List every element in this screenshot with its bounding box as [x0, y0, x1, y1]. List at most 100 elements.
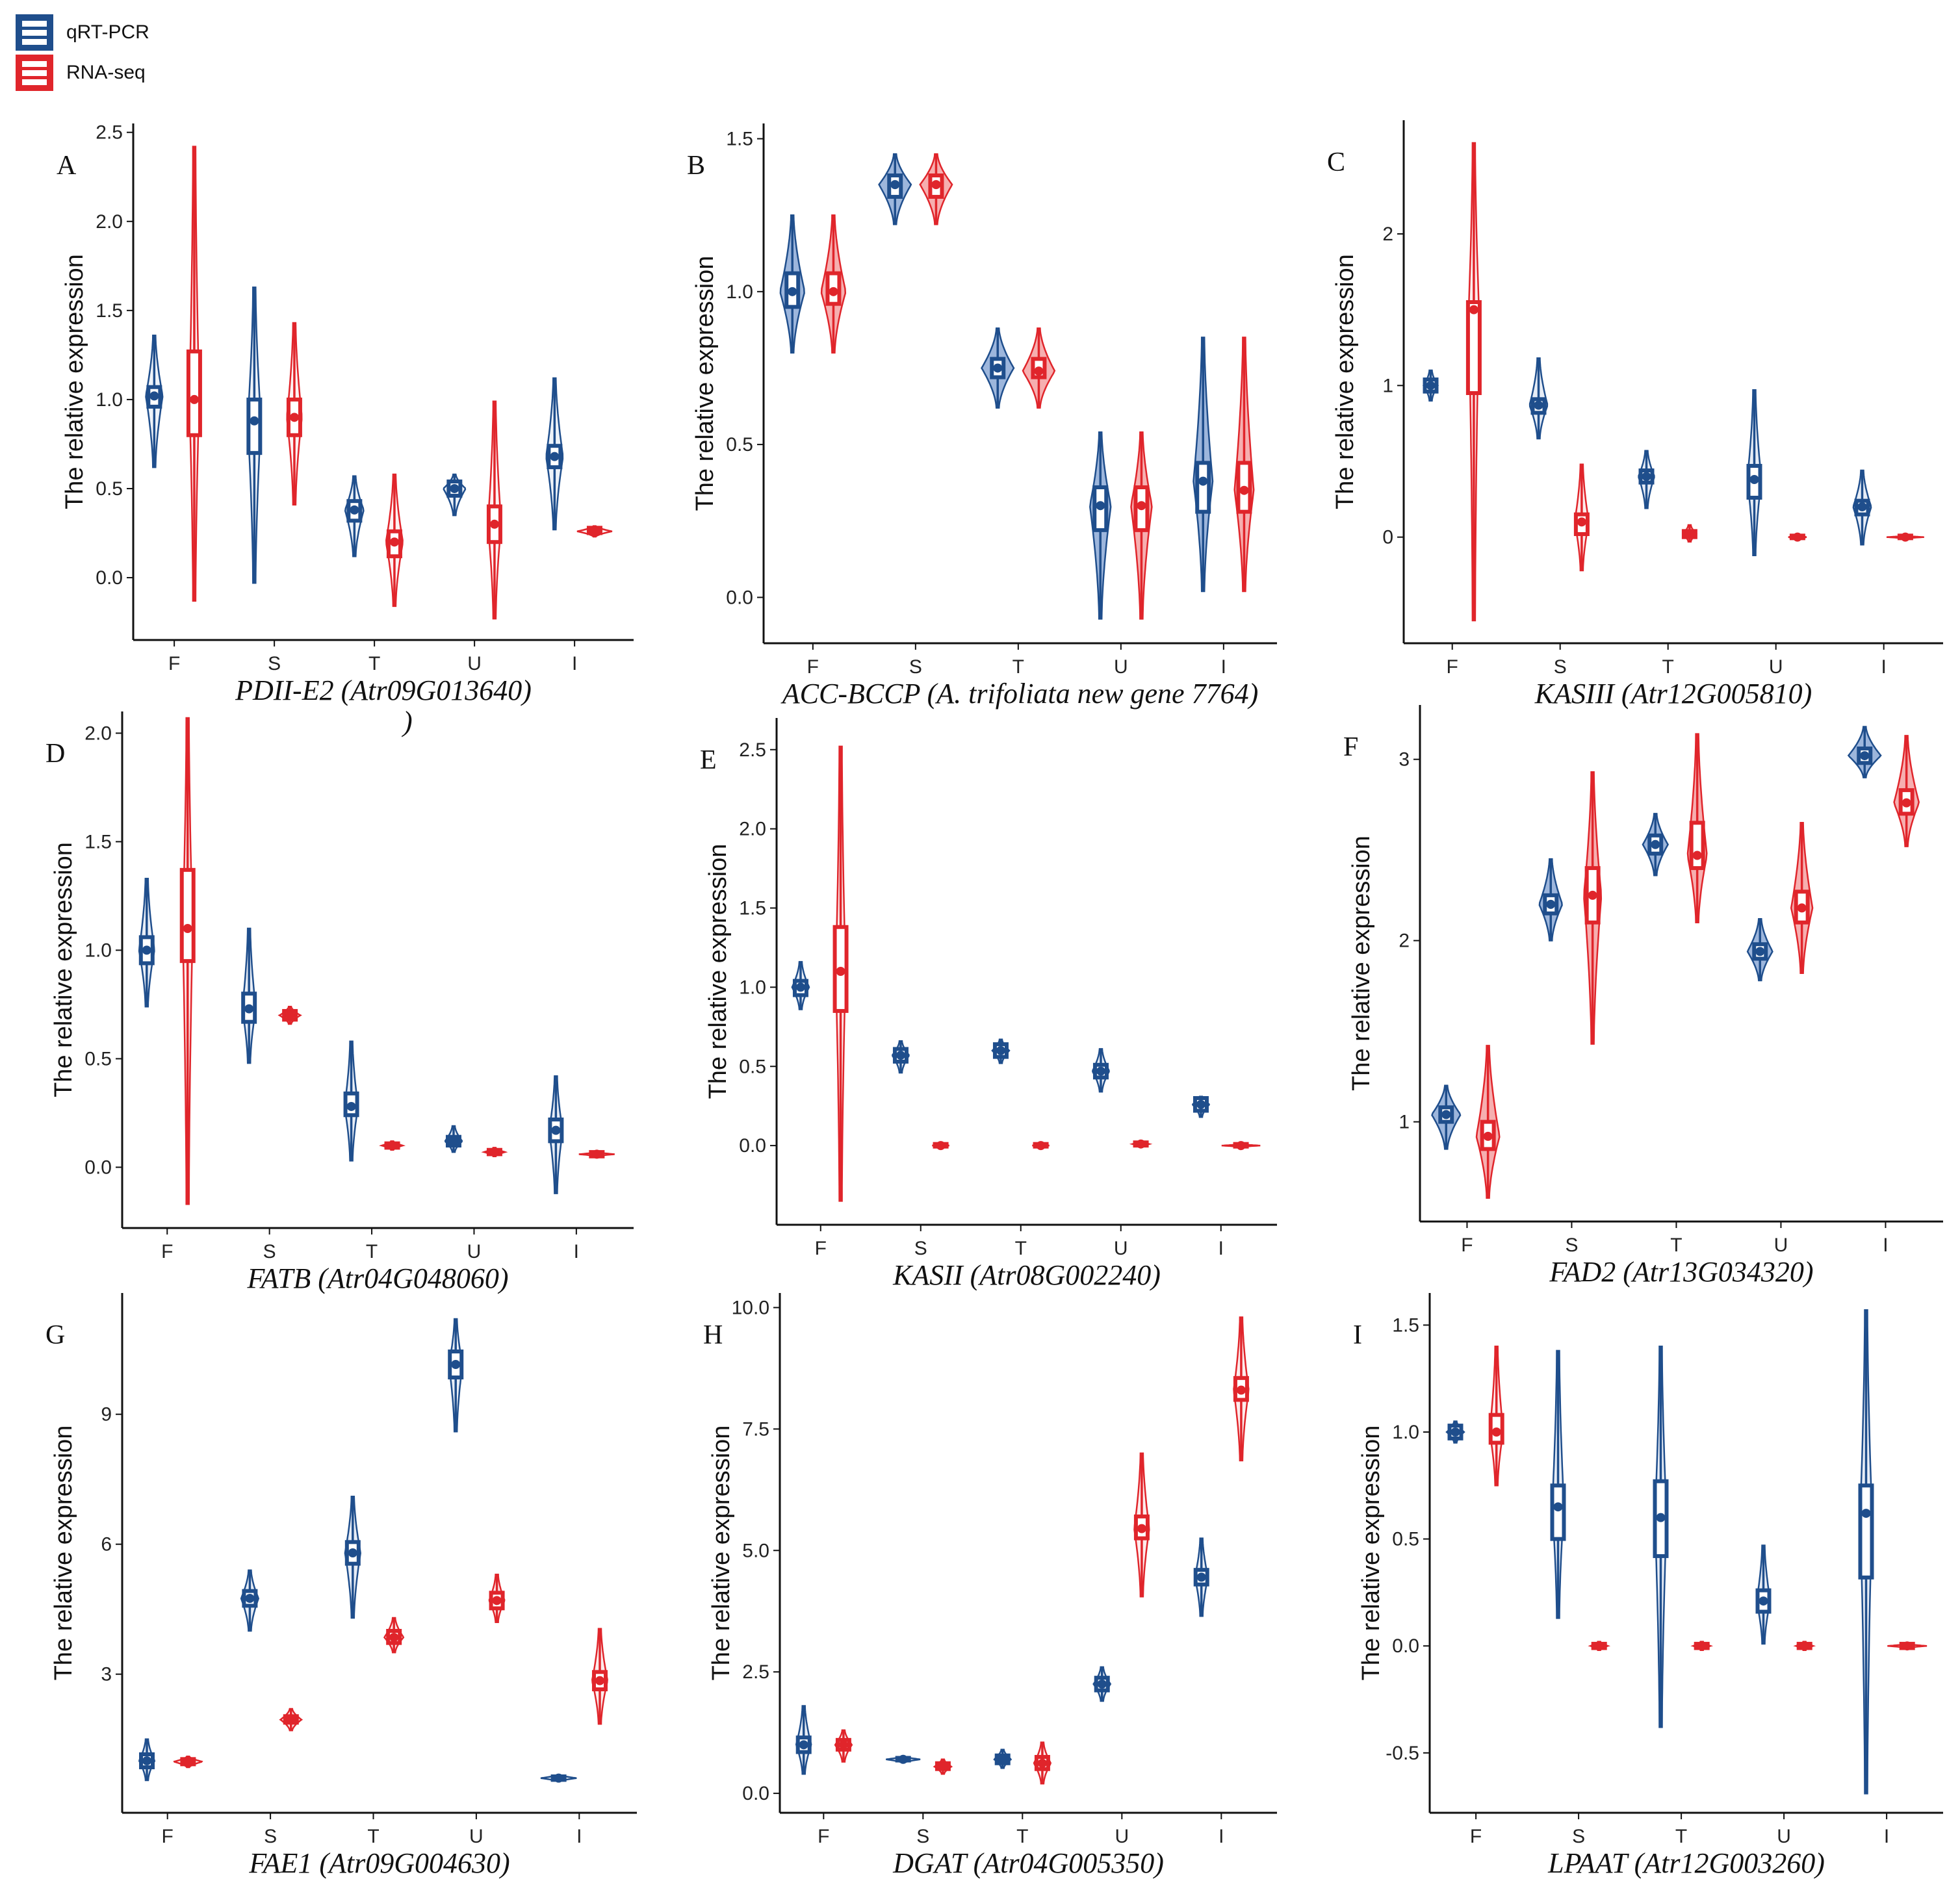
panel-letter: H	[703, 1320, 723, 1350]
x-tick-label: I	[1881, 656, 1887, 678]
y-tick-label: 0.5	[1392, 1529, 1419, 1550]
median-rna-seq-I	[592, 1149, 602, 1159]
x-tick-label: I	[576, 1826, 582, 1847]
median-qrt-pcr-S	[1553, 1502, 1563, 1512]
median-rna-seq-I	[1902, 798, 1911, 808]
box-rna-seq-F	[1465, 300, 1482, 395]
box-qrt-pcr-I	[1195, 461, 1211, 514]
median-rna-seq-F	[838, 1740, 848, 1750]
y-tick-label: 1.0	[84, 940, 112, 961]
x-tick-label: I	[1884, 1826, 1889, 1847]
median-rna-seq-U	[1792, 532, 1802, 542]
median-qrt-pcr-T	[346, 1101, 356, 1111]
median-rna-seq-S	[1594, 1641, 1604, 1651]
x-tick-label: F	[1447, 656, 1458, 678]
box-rna-seq-T	[1689, 821, 1705, 871]
median-qrt-pcr-F	[1451, 1427, 1460, 1437]
median-rna-seq-T	[389, 537, 399, 547]
median-qrt-pcr-I	[550, 452, 560, 461]
median-rna-seq-F	[1469, 305, 1478, 314]
median-qrt-pcr-I	[1857, 502, 1867, 511]
y-tick-label: 1.0	[726, 281, 753, 303]
median-rna-seq-U	[489, 1147, 499, 1157]
median-qrt-pcr-F	[799, 1740, 808, 1750]
x-tick-label: U	[469, 1826, 484, 1847]
y-tick-label: 1.5	[739, 898, 766, 919]
median-qrt-pcr-S	[250, 416, 259, 426]
gene-title: KASIII (Atr12G005810)	[1534, 678, 1812, 710]
x-tick-label: F	[161, 1241, 173, 1262]
x-tick-label: I	[1221, 656, 1226, 678]
median-rna-seq-I	[1239, 485, 1249, 495]
gene-title: FATB (Atr04G048060)	[246, 1262, 508, 1294]
y-axis-label: The relative expression	[1332, 254, 1359, 509]
y-axis-label: The relative expression	[50, 842, 77, 1097]
median-rna-seq-I	[1236, 1385, 1246, 1395]
median-rna-seq-S	[285, 1010, 295, 1020]
y-tick-label: 1.5	[84, 831, 112, 852]
legend-label-rna-seq: RNA-seq	[66, 62, 146, 83]
median-rna-seq-T	[389, 1633, 399, 1642]
median-rna-seq-F	[183, 1757, 193, 1767]
x-tick-label: I	[1219, 1238, 1224, 1259]
box-qrt-pcr-S	[1550, 1483, 1566, 1541]
median-rna-seq-S	[289, 413, 299, 422]
median-rna-seq-F	[183, 924, 192, 934]
median-rna-seq-U	[1137, 501, 1146, 511]
median-qrt-pcr-S	[1534, 400, 1543, 410]
legend-item-qrt-pcr: qRT-PCR	[16, 14, 149, 51]
median-rna-seq-S	[936, 1141, 946, 1151]
median-rna-seq-U	[489, 519, 499, 529]
y-tick-label: 0.5	[726, 434, 753, 455]
y-tick-label: 3	[1399, 749, 1410, 771]
x-tick-label: S	[268, 653, 281, 674]
y-axis-label: The relative expression	[50, 1426, 77, 1681]
x-tick-label: S	[1565, 1235, 1578, 1256]
x-tick-label: F	[815, 1238, 827, 1259]
gene-title: PDII-E2 (Atr09G013640)	[235, 674, 532, 706]
x-tick-label: S	[264, 1826, 277, 1847]
median-rna-seq-T	[1037, 1758, 1047, 1768]
panel-e: 0.0 0.5 1.0 1.5 2.0 2.5 F S T U I The relative expr…	[700, 718, 1277, 1291]
y-tick-label: 2.5	[96, 122, 123, 144]
x-tick-label: F	[1461, 1235, 1473, 1256]
median-qrt-pcr-U	[1759, 1596, 1768, 1606]
median-qrt-pcr-S	[890, 180, 900, 190]
box-qrt-pcr-I	[1858, 1483, 1874, 1580]
median-qrt-pcr-U	[451, 1360, 461, 1369]
y-tick-label: 0.5	[96, 478, 123, 500]
x-tick-label: T	[1670, 1235, 1682, 1256]
median-qrt-pcr-U	[1097, 1679, 1107, 1689]
x-tick-label: U	[1774, 1235, 1788, 1256]
panel-a: 0.0 0.5 1.0 1.5 2.0 2.5 F S T U I The relative expr…	[57, 122, 634, 737]
median-rna-seq-T	[1684, 530, 1694, 539]
median-qrt-pcr-U	[1096, 1066, 1105, 1076]
y-tick-label: 1.5	[726, 129, 753, 150]
x-tick-label: T	[1675, 1826, 1687, 1847]
panel-letter: G	[45, 1320, 65, 1350]
x-tick-label: I	[1219, 1826, 1224, 1847]
median-qrt-pcr-I	[1196, 1572, 1206, 1582]
x-tick-label: S	[909, 656, 922, 678]
median-rna-seq-S	[286, 1715, 296, 1724]
panel-letter: I	[1353, 1320, 1362, 1350]
panel-letter: D	[45, 739, 65, 769]
median-rna-seq-S	[931, 180, 941, 190]
y-tick-label: 7.5	[742, 1418, 769, 1440]
x-tick-label: T	[1015, 1238, 1027, 1259]
panel-g: 3 6 9 F S T U I The relative expression G FAE1 (At…	[45, 1293, 637, 1879]
median-rna-seq-T	[1692, 851, 1702, 860]
median-rna-seq-I	[589, 526, 599, 536]
y-tick-label: 1.0	[1392, 1422, 1419, 1443]
median-qrt-pcr-U	[1755, 947, 1765, 956]
y-tick-label: 0.0	[742, 1783, 769, 1804]
median-qrt-pcr-I	[1861, 1509, 1871, 1518]
y-tick-label: 5.0	[742, 1540, 769, 1561]
panel-d: 0.0 0.5 1.0 1.5 2.0 F S T U I The relative express…	[45, 711, 634, 1294]
median-qrt-pcr-T	[348, 1548, 357, 1557]
y-tick-label: 10.0	[732, 1297, 769, 1318]
median-qrt-pcr-T	[996, 1045, 1005, 1055]
y-tick-label: 2.0	[96, 211, 123, 233]
y-axis-label: The relative expression	[1358, 1426, 1385, 1681]
